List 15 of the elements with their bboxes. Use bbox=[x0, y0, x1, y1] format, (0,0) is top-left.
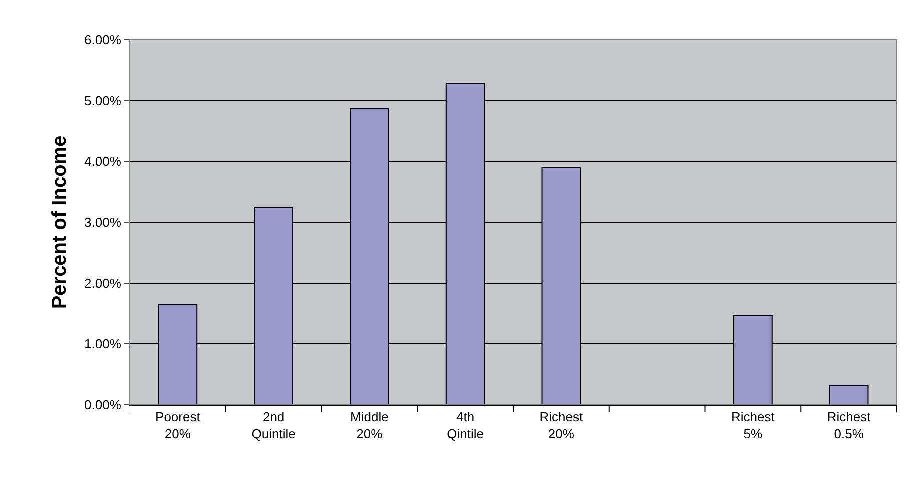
y-tick-label: 2.00% bbox=[84, 276, 122, 291]
y-tick-label: 4.00% bbox=[84, 154, 122, 170]
x-tick-label: Richest 20% bbox=[540, 410, 584, 442]
y-axis-title: Percent of Income bbox=[49, 136, 72, 310]
y-tick-label: 3.00% bbox=[84, 215, 122, 230]
x-tick-label: Richest 5% bbox=[732, 410, 776, 442]
y-tick-label: 6.00% bbox=[84, 32, 122, 48]
x-tick-label: 4th Qintile bbox=[447, 410, 484, 442]
y-tick-label: 5.00% bbox=[84, 93, 122, 108]
y-tick-label: 1.00% bbox=[84, 336, 122, 352]
y-tick-label: 0.00% bbox=[84, 398, 122, 413]
x-tick-label: 2nd Quintile bbox=[252, 410, 296, 442]
x-tick-label: Middle 20% bbox=[350, 410, 389, 442]
x-tick-label: Richest 0.5% bbox=[827, 410, 872, 442]
x-tick-label: Poorest 20% bbox=[156, 410, 201, 442]
